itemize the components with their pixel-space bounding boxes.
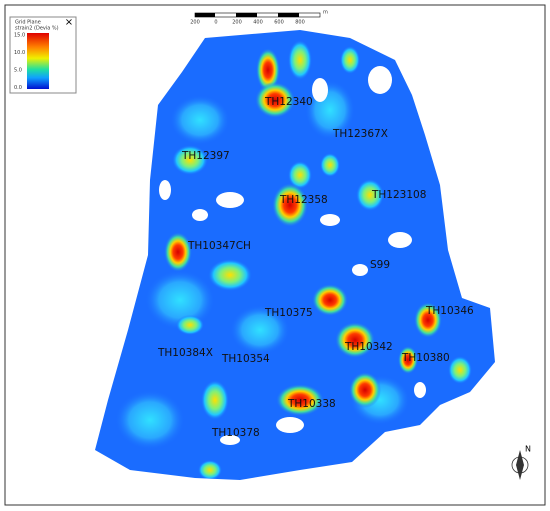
well-label: TH10346 bbox=[425, 305, 474, 317]
legend-tick-label: 10.0 bbox=[14, 50, 25, 56]
scale-label: 400 bbox=[253, 20, 263, 26]
well-label: S99 bbox=[370, 259, 390, 271]
scale-unit: m bbox=[323, 10, 328, 16]
scale-label: 200 bbox=[190, 20, 200, 26]
well-label: TH123108 bbox=[371, 189, 426, 201]
well-label: TH12367X bbox=[332, 128, 388, 140]
north-arrow bbox=[511, 450, 529, 480]
well-label: TH10380 bbox=[401, 352, 450, 364]
north-label: N bbox=[525, 445, 531, 454]
scale-label: 600 bbox=[274, 20, 284, 26]
scale-label: 800 bbox=[295, 20, 305, 26]
well-label: TH10384X bbox=[157, 347, 213, 359]
legend-subtitle: strain2 (Devia %) bbox=[15, 26, 59, 32]
well-label: TH12340 bbox=[264, 96, 313, 108]
well-label: TH10347CH bbox=[187, 240, 251, 252]
scale-bar bbox=[194, 12, 321, 18]
well-label: TH10378 bbox=[211, 427, 260, 439]
legend-tick-label: 5.0 bbox=[14, 68, 22, 74]
legend-tick-label: 15.0 bbox=[14, 33, 25, 39]
well-label: TH10375 bbox=[264, 307, 313, 319]
well-label: TH10342 bbox=[344, 341, 393, 353]
color-ramp bbox=[27, 33, 49, 89]
close-button[interactable]: × bbox=[65, 17, 73, 28]
well-label: TH12358 bbox=[279, 194, 328, 206]
well-label: TH12397 bbox=[181, 150, 230, 162]
well-label: TH10354 bbox=[221, 353, 270, 365]
scale-label: 0 bbox=[214, 20, 217, 26]
legend-tick-label: 0.0 bbox=[14, 85, 22, 91]
legend-title: Grid Plane bbox=[15, 20, 41, 26]
heatmap bbox=[95, 30, 495, 480]
well-label: TH10338 bbox=[287, 398, 336, 410]
frame bbox=[4, 4, 546, 506]
scale-label: 200 bbox=[232, 20, 242, 26]
